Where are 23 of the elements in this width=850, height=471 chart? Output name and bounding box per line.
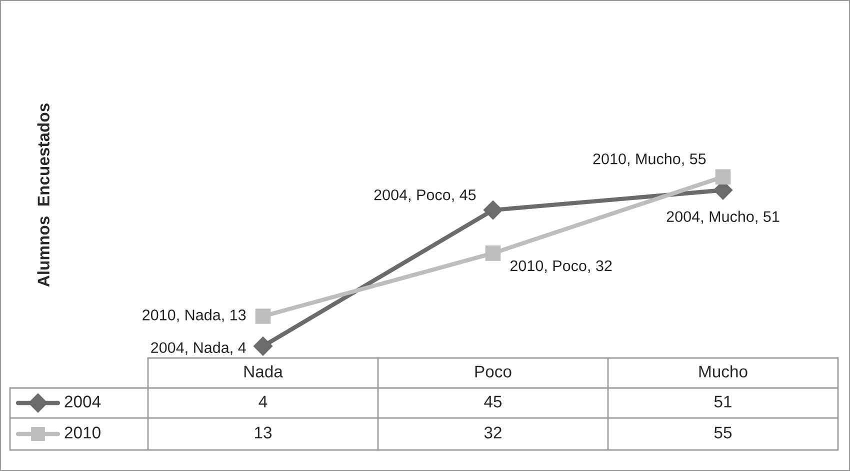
annotation: 2004, Nada, 4 [151,342,246,355]
annotation: 2010, Poco, 32 [510,260,612,273]
annotation: 2010, Mucho, 55 [593,153,706,166]
point [253,336,273,356]
x-tick-label: Poco [475,366,512,378]
legend-label: 2004 [64,396,101,408]
point [715,169,731,184]
data-label: 51 [714,396,732,408]
text: Alumnos Encuestados [37,104,50,287]
data-label: 13 [255,426,272,438]
point [485,246,501,261]
annotation: 2010, Nada, 13 [142,309,246,322]
point [255,308,271,324]
x-tick-label: Mucho [699,365,748,378]
data-label: 32 [484,426,502,438]
data-label: 4 [258,396,268,408]
legend-label: 2010 [64,426,100,438]
data-label: 45 [484,396,502,408]
point [483,200,503,220]
data-label: 55 [714,426,732,438]
annotation: 2004, Poco, 45 [374,189,476,202]
x-tick-label: Nada [244,365,283,378]
annotation: 2004, Mucho, 51 [666,210,780,224]
